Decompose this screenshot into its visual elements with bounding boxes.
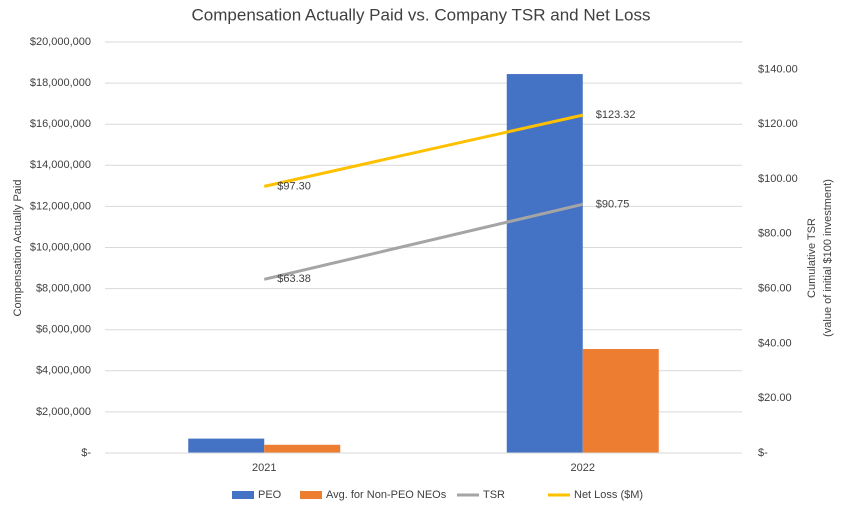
legend-label: Avg. for Non-PEO NEOs [326, 489, 447, 501]
y2-axis-title: Cumulative TSR [806, 218, 818, 298]
y-tick-label: $4,000,000 [36, 365, 91, 377]
y2-tick-label: $140.00 [758, 63, 798, 75]
y-tick-label: $18,000,000 [30, 77, 91, 89]
legend-swatch [232, 491, 254, 499]
bar [188, 438, 265, 453]
data-label: $97.30 [277, 180, 311, 192]
y-axis-title: Compensation Actually Paid [12, 180, 24, 317]
y-tick-label: $16,000,000 [30, 118, 91, 130]
legend-label: TSR [483, 489, 505, 501]
y-tick-label: $14,000,000 [30, 159, 91, 171]
y2-tick-label: $- [758, 447, 768, 459]
y2-tick-label: $20.00 [758, 392, 792, 404]
data-label: $90.75 [596, 198, 630, 210]
y-tick-label: $6,000,000 [36, 324, 91, 336]
line [263, 113, 584, 188]
y2-tick-label: $80.00 [758, 228, 792, 240]
y2-tick-label: $60.00 [758, 283, 792, 295]
legend-swatch [300, 491, 322, 499]
y-tick-label: $2,000,000 [36, 406, 91, 418]
legend-label: Net Loss ($M) [574, 489, 643, 501]
legend-label: PEO [258, 489, 282, 501]
bar [506, 74, 583, 454]
y-tick-label: $10,000,000 [30, 241, 91, 253]
chart-title: Compensation Actually Paid vs. Company T… [192, 5, 651, 24]
data-label: $123.32 [596, 109, 636, 121]
bar [582, 349, 659, 453]
y-tick-label: $12,000,000 [30, 200, 91, 212]
line [263, 202, 584, 281]
y2-tick-label: $120.00 [758, 118, 798, 130]
bar [264, 444, 341, 453]
y2-tick-label: $100.00 [758, 173, 798, 185]
x-tick-label: 2021 [252, 462, 276, 474]
y-tick-label: $- [81, 447, 91, 459]
data-label: $63.38 [277, 273, 311, 285]
y2-tick-label: $40.00 [758, 337, 792, 349]
y-tick-label: $8,000,000 [36, 283, 91, 295]
x-tick-label: 2022 [571, 462, 595, 474]
y-tick-label: $20,000,000 [30, 36, 91, 48]
y2-axis-title: (value of initial $100 investment) [822, 179, 834, 337]
